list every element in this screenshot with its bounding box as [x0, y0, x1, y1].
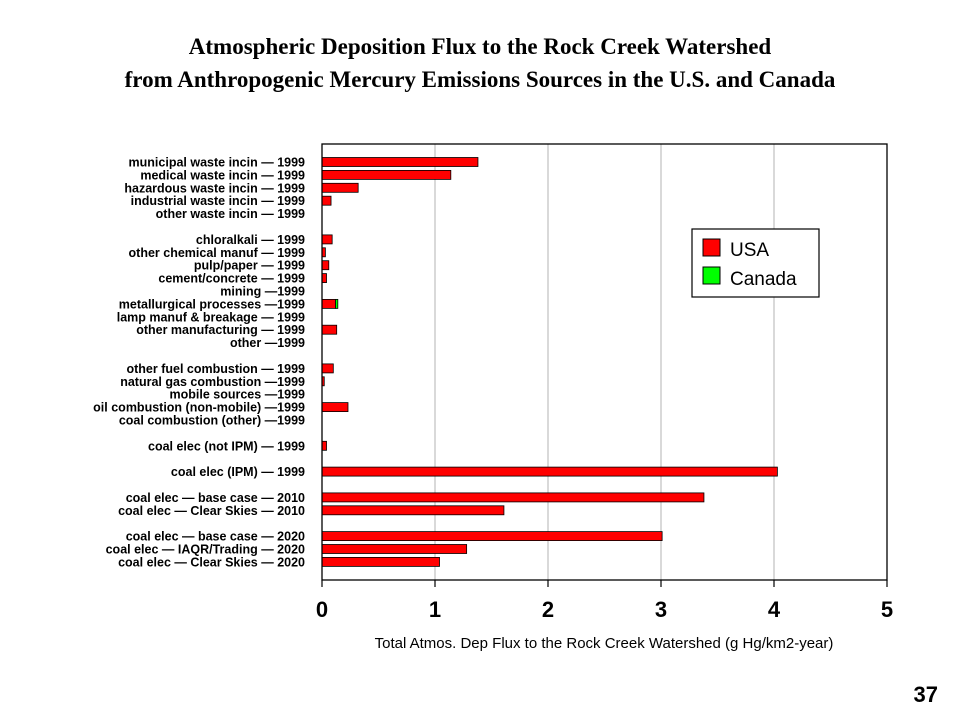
category-label: other manufacturing — 1999: [136, 323, 305, 337]
bar-usa: [321, 557, 440, 567]
bar-usa: [321, 169, 452, 180]
category-label: medical waste incin — 1999: [140, 168, 305, 182]
category-label: coal elec — base case — 2010: [126, 491, 305, 505]
category-label: oil combustion (non-mobile) —1999: [93, 401, 305, 415]
x-tick-label: 4: [768, 597, 781, 622]
x-tick-label: 1: [429, 597, 441, 622]
bar-usa: [321, 363, 334, 374]
legend-swatch-canada: [702, 266, 721, 285]
category-label: pulp/paper — 1999: [194, 259, 305, 273]
bars: [321, 157, 778, 567]
legend-swatch-usa: [702, 238, 721, 257]
x-tick-label: 0: [316, 597, 328, 622]
bar-usa: [321, 492, 705, 503]
bar-usa: [321, 195, 332, 206]
category-label: other —1999: [230, 336, 305, 350]
bar-usa: [321, 234, 333, 245]
bar-usa: [321, 440, 327, 451]
bar-canada: [335, 298, 339, 309]
category-label: coal elec (not IPM) — 1999: [148, 439, 305, 453]
category-label: coal combustion (other) —1999: [119, 414, 305, 428]
category-label: mining —1999: [220, 285, 305, 299]
x-axis-ticks: 0 1 2 3 4 5: [316, 580, 893, 622]
category-label: other chemical manuf — 1999: [129, 246, 306, 260]
bar-usa: [321, 402, 349, 413]
x-axis-title: Total Atmos. Dep Flux to the Rock Creek …: [375, 635, 834, 652]
category-label: natural gas combustion —1999: [120, 375, 305, 389]
chart-title-line-1: Atmospheric Deposition Flux to the Rock …: [188, 34, 772, 59]
bar-usa: [321, 182, 359, 193]
category-label: chloralkali — 1999: [196, 233, 305, 247]
category-label: industrial waste incin — 1999: [131, 194, 305, 208]
category-label: metallurgical processes —1999: [119, 297, 305, 311]
x-tick-label: 3: [655, 597, 667, 622]
page-number: 37: [913, 682, 938, 707]
category-label: other waste incin — 1999: [156, 207, 305, 221]
category-label: other fuel combustion — 1999: [126, 362, 305, 376]
legend-label-usa: USA: [730, 240, 769, 261]
category-label: coal elec — base case — 2020: [126, 530, 305, 544]
bar-usa: [321, 157, 479, 167]
chart-title-line-2: from Anthropogenic Mercury Emissions Sou…: [124, 67, 836, 92]
category-label: coal elec (IPM) — 1999: [171, 465, 305, 479]
bar-usa: [321, 260, 330, 271]
legend: USA Canada: [691, 228, 820, 298]
plot-area-border: [321, 143, 888, 581]
x-tick-label: 5: [881, 597, 893, 622]
legend-label-canada: Canada: [730, 269, 797, 290]
bar-usa: [321, 544, 468, 554]
x-tick-label: 2: [542, 597, 554, 622]
bar-usa: [321, 531, 663, 541]
bar-usa: [321, 324, 338, 335]
bar-usa: [321, 273, 327, 284]
category-label: coal elec — Clear Skies — 2020: [118, 555, 305, 569]
bar-usa: [321, 466, 778, 477]
category-label: coal elec — Clear Skies — 2010: [118, 504, 305, 518]
category-label: mobile sources —1999: [170, 388, 306, 402]
category-label: cement/concrete — 1999: [158, 272, 305, 286]
category-label: hazardous waste incin — 1999: [124, 181, 305, 195]
category-label: municipal waste incin — 1999: [129, 156, 306, 170]
category-label: coal elec — IAQR/Trading — 2020: [106, 543, 305, 557]
category-label: lamp manuf & breakage — 1999: [117, 310, 305, 324]
bar-usa: [321, 505, 505, 516]
bar-usa: [321, 298, 336, 309]
